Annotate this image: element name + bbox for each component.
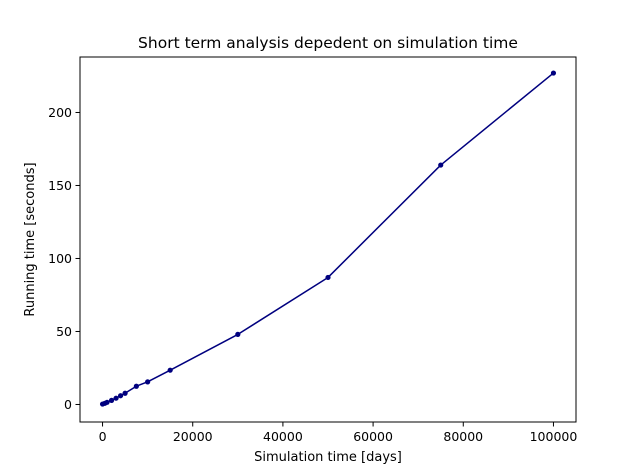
data-point	[133, 383, 139, 389]
y-tick-label: 150	[48, 178, 72, 193]
data-point	[550, 70, 557, 76]
data-point	[108, 397, 115, 403]
plot-frame	[79, 56, 577, 423]
plot-area	[99, 70, 557, 407]
data-point	[145, 379, 151, 385]
y-tick-label: 200	[48, 105, 72, 120]
x-tick-label: 100000	[530, 429, 578, 444]
chart-title: Short term analysis depedent on simulati…	[138, 34, 518, 52]
data-point	[325, 274, 331, 281]
x-tick-label: 80000	[443, 429, 483, 444]
data-point	[117, 393, 124, 399]
x-axis-ticks: 0 20000 40000 60000 80000 100000	[99, 422, 578, 444]
data-point	[122, 390, 128, 396]
x-tick-label: 20000	[173, 429, 213, 444]
y-tick-label: 100	[48, 251, 72, 266]
x-tick-label: 0	[99, 429, 107, 444]
y-axis-ticks: 0 50 100 150 200	[48, 105, 80, 412]
data-point	[104, 399, 110, 405]
data-point	[167, 367, 173, 373]
data-point	[438, 162, 444, 168]
series-line	[102, 72, 554, 405]
y-tick-label: 50	[56, 324, 72, 339]
x-axis-label: Simulation time [days]	[254, 450, 402, 465]
x-tick-label: 40000	[263, 429, 303, 444]
y-tick-label: 0	[64, 397, 72, 412]
data-point	[113, 395, 119, 401]
x-tick-label: 60000	[353, 429, 393, 444]
y-axis-label: Running time [seconds]	[23, 162, 38, 316]
data-point	[235, 331, 241, 337]
